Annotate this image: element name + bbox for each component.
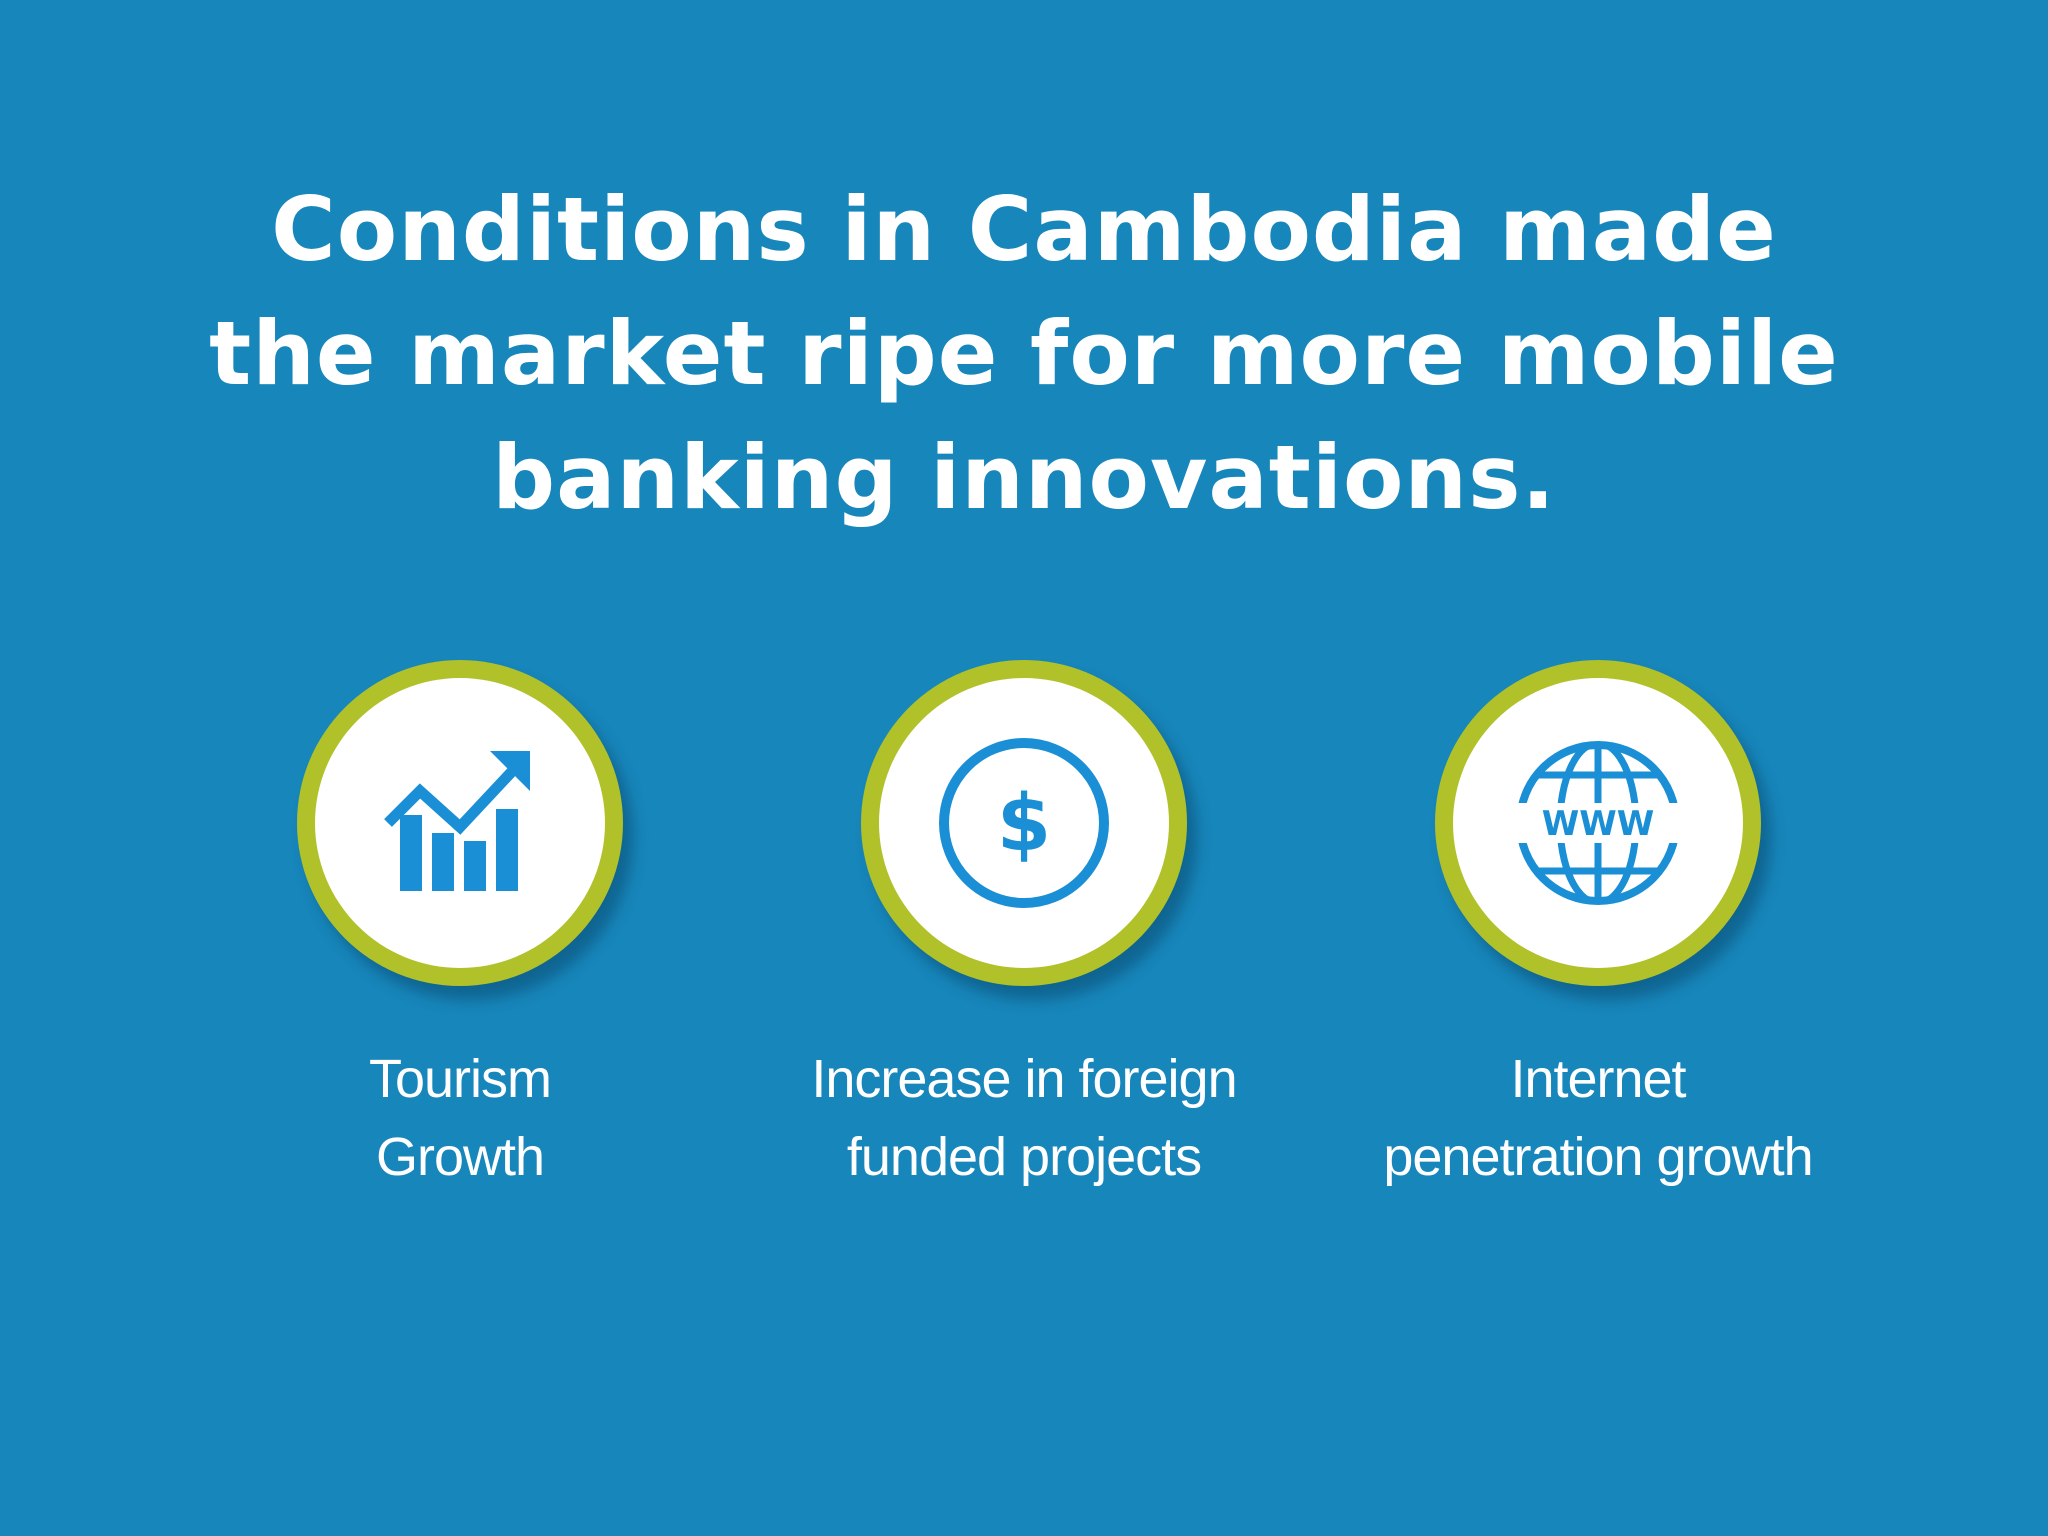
icon-badge-inner: WWW (1453, 678, 1743, 968)
www-text: WWW (1542, 804, 1655, 844)
svg-text:$: $ (997, 779, 1051, 869)
icon-badge-inner: $ (879, 678, 1169, 968)
icon-badge (297, 660, 623, 986)
feature-label-line-2: penetration growth (1383, 1127, 1813, 1187)
headline-line-2: the market ripe for more mobile (209, 302, 1839, 405)
icon-badge: WWW (1435, 660, 1761, 986)
feature-label: Increase in foreign funded projects (764, 1040, 1284, 1196)
icon-badge-inner (315, 678, 605, 968)
icon-badge: $ (861, 660, 1187, 986)
dollar-coin-icon: $ (939, 738, 1109, 908)
headline: Conditions in Cambodia made the market r… (174, 168, 1874, 540)
feature-foreign-funded-projects: $ Increase in foreign funded projects (764, 660, 1284, 1220)
headline-line-3: banking innovations. (492, 426, 1556, 529)
feature-internet-penetration-growth: WWW Internet penetration growth (1338, 660, 1858, 1220)
feature-label-line-1: Internet (1510, 1049, 1686, 1109)
feature-label-line-1: Increase in foreign (811, 1049, 1237, 1109)
headline-line-1: Conditions in Cambodia made (271, 178, 1777, 281)
feature-label-line-2: Growth (375, 1127, 545, 1187)
feature-label: Internet penetration growth (1338, 1040, 1858, 1196)
www-globe-icon: WWW (1514, 741, 1682, 905)
feature-label: Tourism Growth (200, 1040, 720, 1196)
growth-chart-icon (384, 751, 530, 891)
feature-tourism-growth: Tourism Growth (200, 660, 720, 1220)
feature-label-line-1: Tourism (368, 1049, 552, 1109)
feature-label-line-2: funded projects (846, 1127, 1202, 1187)
